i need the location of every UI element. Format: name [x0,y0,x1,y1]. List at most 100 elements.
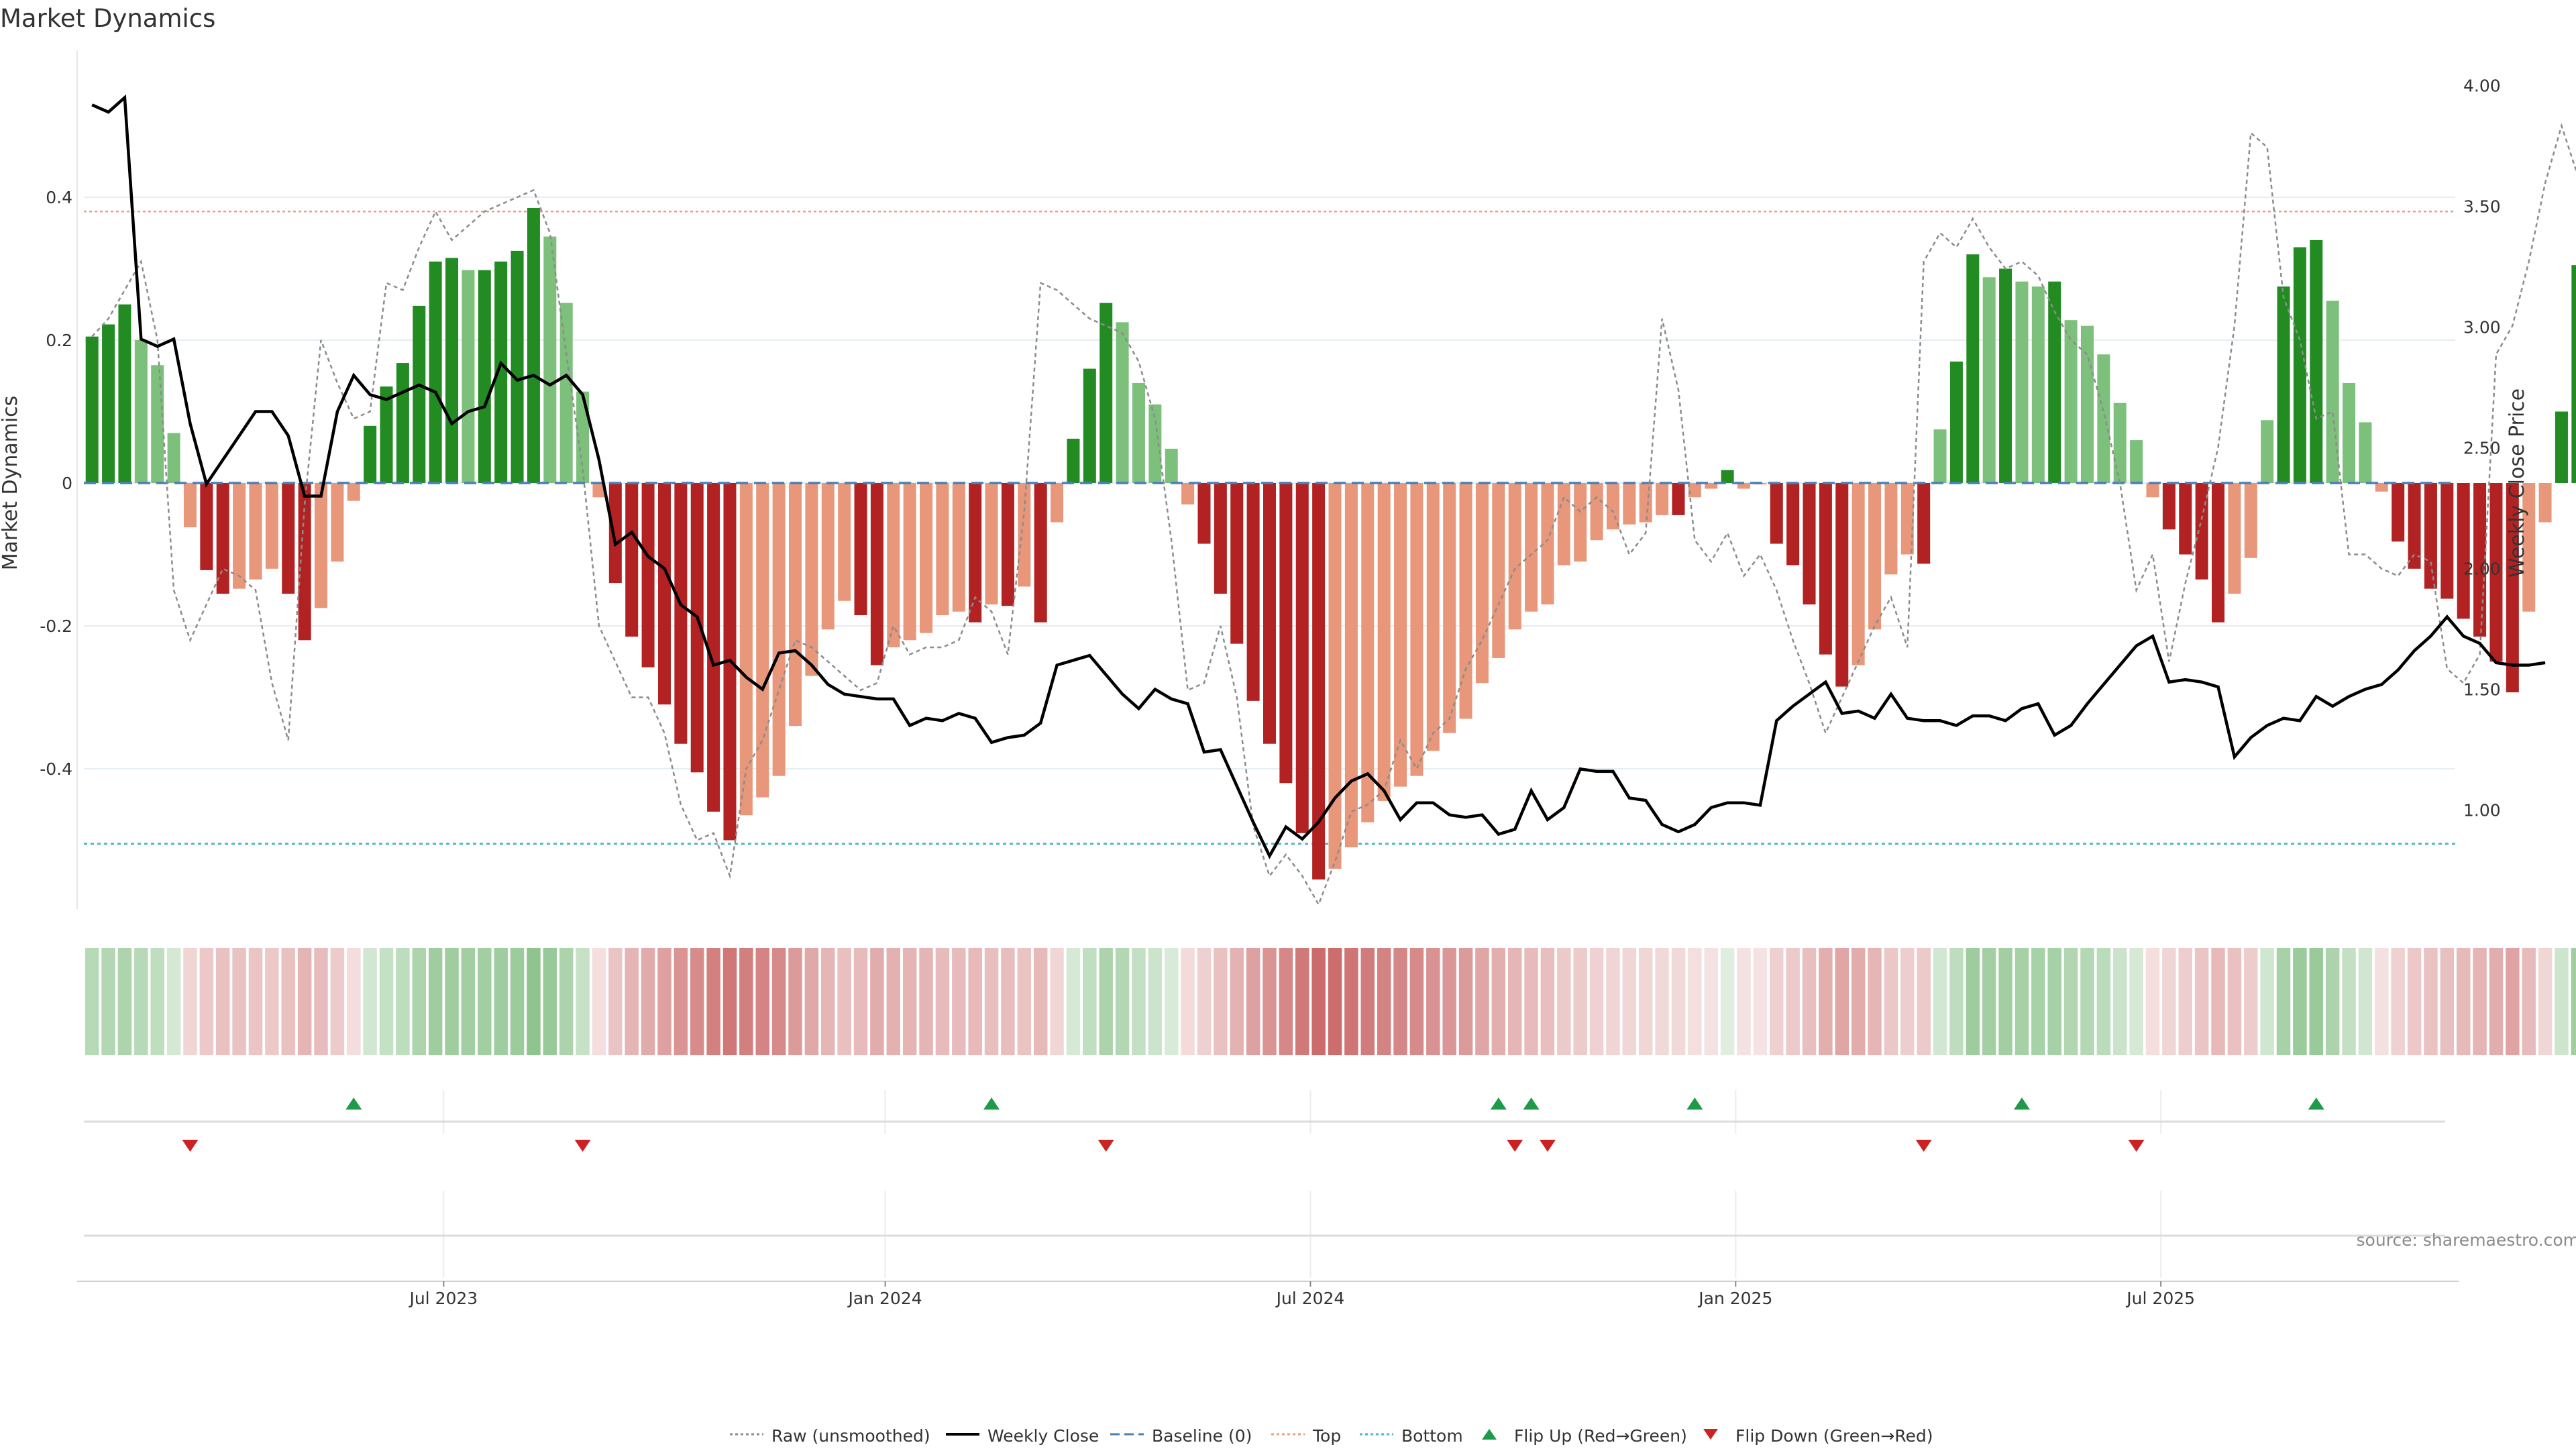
heat-cell [1540,948,1555,1055]
right-tick-label: 1.50 [2463,680,2501,700]
bar [1443,483,1456,733]
bar [543,236,557,483]
bar [707,483,720,812]
bar [1492,483,1505,658]
heat-strip [85,948,2576,1055]
bar [854,483,867,616]
heat-cell [1884,948,1898,1055]
bar [1786,483,1800,566]
heat-cell [625,948,639,1055]
heat-cell [2293,948,2307,1055]
flip-up-marker [2013,1097,2030,1110]
left-tick-label: -0.4 [40,759,72,779]
heat-cell [1115,948,1130,1055]
bar [1639,483,1652,523]
heat-cell [2309,948,2324,1055]
bar [1803,483,1816,605]
legend: Raw (unsmoothed) Weekly Close Baseline (0)… [730,1426,1933,1446]
heat-cell [1933,948,1947,1055]
heat-cell [445,948,459,1055]
bar [2195,483,2208,580]
heat-cell [739,948,753,1055]
heat-cell [886,948,901,1055]
heat-cell [788,948,802,1055]
bar [1966,254,1980,483]
legend-label: Flip Down (Green→Red) [1735,1426,1933,1446]
bar [641,483,655,667]
legend-label: Flip Up (Red→Green) [1514,1426,1687,1446]
weekly-close-line [91,94,2546,859]
bar [1426,483,1440,751]
bar [920,483,933,633]
heat-cell [2260,948,2274,1055]
heat-cell [215,948,230,1055]
bar [674,483,688,744]
heat-cell [150,948,164,1055]
bar [690,483,704,773]
heat-cell [1214,948,1228,1055]
bar [1819,483,1832,655]
heat-cell [1688,948,1702,1055]
bar [2506,483,2519,693]
heat-cell [2571,948,2576,1055]
bar [151,365,164,483]
bar [249,483,262,580]
heat-cell [183,948,197,1055]
heat-cell [1737,948,1751,1055]
legend-label: Baseline (0) [1152,1426,1252,1446]
bar [2310,239,2323,483]
bar [216,483,229,594]
heat-cell [2129,948,2143,1055]
legend-item: Raw (unsmoothed) [730,1426,930,1446]
legend-item: Flip Down (Green→Red) [1703,1426,1933,1446]
bar [2408,483,2421,569]
bar [1067,438,1080,483]
heat-cell [1458,948,1473,1055]
heat-cell [1377,948,1391,1055]
heat-cell [2145,948,2160,1055]
heat-cell [902,948,917,1055]
flip-down-marker [182,1140,199,1152]
bar [1672,483,1685,515]
bar [265,483,278,569]
bar [511,250,524,483]
heat-cell [297,948,312,1055]
heat-cell [1311,948,1326,1055]
heat-cell [428,948,443,1055]
heat-cell [690,948,704,1055]
flip-up-marker [1686,1097,1703,1110]
heat-cell [2506,948,2520,1055]
heat-cell [2063,948,2078,1055]
bar [380,386,393,483]
bar [2015,281,2029,483]
heat-cell [199,948,214,1055]
heat-cell [1181,948,1195,1055]
bar [887,483,900,647]
heat-cell [363,948,377,1055]
bar [2179,483,2192,555]
bar [2522,483,2536,612]
bar [118,304,131,483]
heat-cell [1148,948,1163,1055]
bar [134,340,148,483]
bar [1574,483,1587,562]
bar [167,433,180,483]
bar [936,483,949,616]
legend-swatch-up [1482,1429,1497,1440]
heat-cell [1802,948,1817,1055]
heat-cell [1720,948,1735,1055]
bar [1982,277,1996,483]
bar [1410,483,1424,776]
heat-cell [608,948,623,1055]
bar [788,483,802,727]
heat-cell [101,948,115,1055]
right-axis: 4.00 3.50 3.00 2.50 2.00 1.50 1.00 [2463,76,2501,820]
bar [200,483,213,570]
heat-cell [248,948,263,1055]
heat-cell [919,948,933,1055]
heat-cell [1426,948,1440,1055]
bar [2555,411,2568,483]
bar [2293,247,2306,483]
bar [1165,448,1178,483]
